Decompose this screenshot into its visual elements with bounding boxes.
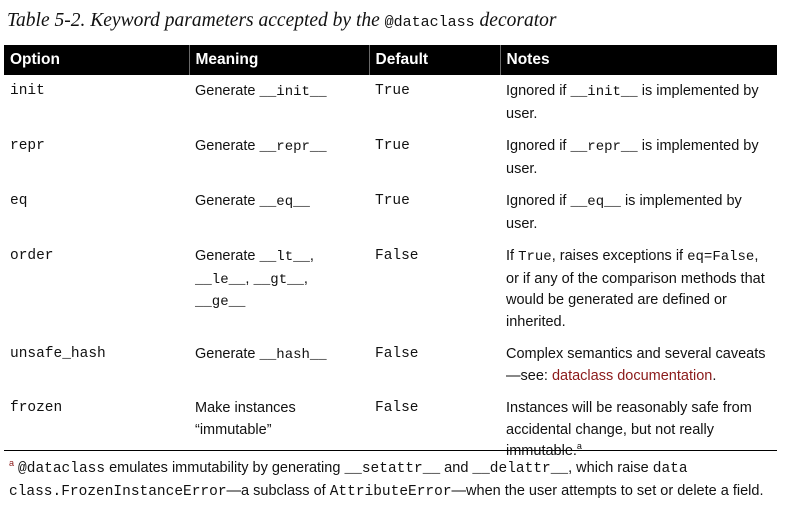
option-cell: frozen: [10, 400, 63, 416]
text-fragment: emulates immutability by generating: [105, 460, 345, 476]
table-row: repr Generate __repr__ True Ignored if __re…: [4, 130, 777, 185]
meaning-cell: Generate __eq__: [189, 185, 369, 240]
text-fragment: ,: [309, 248, 314, 264]
footnote: a @dataclass emulates immutability by ge…: [9, 457, 789, 503]
code-fragment: __eq__: [259, 194, 310, 210]
header-option: Option: [4, 45, 189, 75]
meaning-cell: Generate __repr__: [189, 130, 369, 185]
keyword-parameters-table: Option Meaning Default Notes init Generat…: [4, 45, 777, 468]
notes-cell: If True, raises exceptions if eq=False, …: [500, 240, 777, 338]
default-cell: False: [375, 346, 419, 362]
code-fragment: __repr__: [570, 139, 638, 155]
meaning-cell: Generate __hash__: [189, 338, 369, 392]
header-default: Default: [368, 45, 500, 75]
text-fragment: Generate: [195, 346, 260, 362]
code-fragment: @dataclass: [18, 461, 106, 477]
text-fragment: ,: [303, 270, 308, 287]
meaning-cell: Make instances “immutable”: [189, 392, 369, 468]
default-cell: True: [375, 138, 410, 154]
code-fragment: True: [518, 249, 552, 265]
default-cell: False: [375, 248, 419, 264]
default-cell: True: [375, 193, 410, 209]
text-fragment: Ignored if: [506, 193, 571, 209]
code-fragment: AttributeError: [329, 484, 452, 500]
text-fragment: , which raise: [568, 460, 653, 476]
option-cell: init: [10, 83, 45, 99]
text-fragment: Generate: [195, 138, 260, 154]
table-row: unsafe_hash Generate __hash__ False Complex…: [4, 338, 777, 392]
code-fragment: __setattr__: [344, 461, 441, 477]
code-fragment: __lt__: [259, 249, 310, 265]
footnote-divider: [4, 450, 777, 451]
default-cell: True: [375, 83, 410, 99]
text-fragment: Generate: [195, 248, 260, 264]
text-fragment: and: [440, 460, 473, 476]
footnote-text: @dataclass emulates immutability by gene…: [9, 460, 764, 500]
table-row: init Generate __init__ True Ignored if __in…: [4, 75, 777, 130]
table-caption: Table 5-2. Keyword parameters accepted b…: [7, 10, 556, 32]
text-fragment: Generate: [195, 83, 260, 99]
code-fragment: __eq__: [570, 194, 621, 210]
text-fragment: is implemented by user.: [506, 83, 759, 122]
footnote-marker: a: [9, 458, 15, 469]
text-fragment: Make instances “immutable”: [195, 400, 296, 438]
text-fragment: Instances will be reasonably safe from a…: [506, 400, 752, 459]
text-fragment: —a subclass of: [226, 483, 330, 499]
default-cell: False: [375, 400, 419, 416]
text-fragment: is implemented by user.: [506, 138, 759, 177]
text-fragment: Ignored if: [506, 138, 571, 154]
option-cell: order: [10, 248, 54, 264]
text-fragment: ,: [245, 270, 254, 287]
notes-cell: Ignored if __eq__ is implemented by user…: [500, 185, 777, 240]
code-fragment: __init__: [259, 84, 327, 100]
text-fragment: Ignored if: [506, 83, 571, 99]
notes-cell: Instances will be reasonably safe from a…: [500, 392, 777, 468]
footnote-ref[interactable]: a: [576, 441, 582, 452]
code-fragment: __hash__: [259, 347, 327, 363]
table-row: eq Generate __eq__ True Ignored if __eq__ i…: [4, 185, 777, 240]
text-fragment: Complex semantics and several caveats—se…: [506, 346, 766, 384]
table-row: frozen Make instances “immutable” False Ins…: [4, 392, 777, 468]
code-fragment: __repr__: [259, 139, 327, 155]
notes-cell: Complex semantics and several caveats—se…: [500, 338, 777, 392]
text-fragment: —when the user attempts to set or delete…: [451, 483, 764, 499]
option-cell: unsafe_hash: [10, 346, 106, 362]
meaning-cell: Generate __lt__, __le__, __gt__, __ge__: [189, 240, 369, 338]
code-fragment: __delattr__: [472, 461, 569, 477]
code-fragment: __gt__: [253, 271, 304, 288]
table-header-row: Option Meaning Default Notes: [4, 45, 777, 75]
text-fragment: , or if any of the comparison methods th…: [506, 248, 765, 330]
code-fragment: __ge__: [195, 294, 246, 310]
code-fragment: __init__: [570, 84, 638, 100]
text-fragment: , raises exceptions if: [551, 248, 688, 264]
notes-cell: Ignored if __repr__ is implemented by us…: [500, 130, 777, 185]
option-cell: eq: [10, 193, 28, 209]
option-cell: repr: [10, 138, 45, 154]
text-fragment: Generate: [195, 193, 260, 209]
header-notes: Notes: [499, 45, 777, 75]
code-fragment: __le__: [195, 271, 246, 288]
table-row: order Generate __lt__, __le__, __gt__, __…: [4, 240, 777, 338]
meaning-cell: Generate __init__: [189, 75, 369, 130]
code-fragment: eq=False: [687, 249, 755, 265]
code-fragment: data class.FrozenInstanceError: [9, 461, 688, 500]
header-meaning: Meaning: [188, 45, 369, 75]
caption-suffix: decorator: [474, 10, 557, 31]
notes-cell: Ignored if __init__ is implemented by us…: [500, 75, 777, 130]
documentation-link[interactable]: dataclass documentation: [551, 367, 713, 384]
text-fragment: If: [506, 248, 519, 264]
text-fragment: .: [712, 367, 717, 384]
caption-prefix: Table 5-2. Keyword parameters accepted b…: [7, 10, 385, 31]
text-fragment: is implemented by user.: [506, 193, 742, 232]
caption-code: @dataclass: [384, 14, 475, 31]
table-body: init Generate __init__ True Ignored if __in…: [4, 75, 777, 468]
